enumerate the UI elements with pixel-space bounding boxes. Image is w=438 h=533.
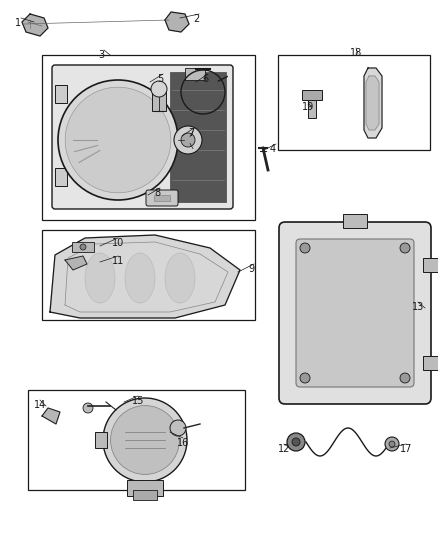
Bar: [42, 55, 255, 220]
Polygon shape: [165, 12, 189, 32]
Circle shape: [287, 433, 305, 451]
Ellipse shape: [85, 253, 115, 303]
Bar: [423, 356, 438, 370]
Polygon shape: [42, 408, 60, 424]
Text: 16: 16: [177, 438, 189, 448]
Text: 19: 19: [302, 102, 314, 112]
Text: 2: 2: [193, 14, 199, 24]
Text: 15: 15: [132, 396, 145, 406]
FancyBboxPatch shape: [296, 239, 414, 387]
Bar: [28, 390, 245, 490]
Text: 14: 14: [34, 400, 46, 410]
Ellipse shape: [125, 253, 155, 303]
Circle shape: [170, 420, 186, 436]
Polygon shape: [50, 235, 240, 318]
Circle shape: [65, 87, 171, 193]
Bar: [127, 480, 163, 496]
Polygon shape: [364, 68, 382, 138]
Bar: [278, 55, 430, 150]
FancyBboxPatch shape: [146, 190, 178, 206]
Text: 10: 10: [112, 238, 124, 248]
Bar: [185, 68, 205, 80]
Bar: [152, 91, 166, 111]
Bar: [302, 90, 322, 100]
Bar: [95, 432, 107, 448]
Text: 5: 5: [157, 74, 163, 84]
Bar: [55, 85, 67, 103]
Bar: [308, 90, 316, 118]
Bar: [170, 72, 226, 202]
Circle shape: [400, 373, 410, 383]
FancyBboxPatch shape: [52, 65, 233, 209]
Text: 18: 18: [350, 48, 362, 58]
Text: 8: 8: [154, 188, 160, 198]
Circle shape: [103, 398, 187, 482]
Bar: [72, 242, 94, 252]
Circle shape: [151, 81, 167, 97]
Text: 17: 17: [400, 444, 412, 454]
Text: 9: 9: [248, 264, 254, 274]
Ellipse shape: [165, 253, 195, 303]
Bar: [423, 258, 438, 272]
Text: 4: 4: [270, 144, 276, 154]
Text: 12: 12: [278, 444, 290, 454]
Text: 11: 11: [112, 256, 124, 266]
Text: 1: 1: [15, 18, 21, 28]
Circle shape: [80, 244, 86, 250]
Circle shape: [385, 437, 399, 451]
Text: 13: 13: [412, 302, 424, 312]
Text: 3: 3: [98, 50, 104, 60]
Circle shape: [292, 438, 300, 446]
Polygon shape: [65, 256, 87, 270]
Circle shape: [174, 126, 202, 154]
Text: 7: 7: [188, 128, 194, 138]
Polygon shape: [22, 14, 48, 36]
FancyBboxPatch shape: [279, 222, 431, 404]
Circle shape: [300, 243, 310, 253]
Circle shape: [300, 373, 310, 383]
Circle shape: [181, 133, 195, 147]
Circle shape: [389, 441, 395, 447]
Text: 6: 6: [202, 74, 208, 84]
Bar: [343, 214, 367, 228]
Bar: [154, 195, 170, 201]
Bar: [55, 168, 67, 186]
Bar: [133, 490, 157, 500]
Circle shape: [400, 243, 410, 253]
Bar: [42, 230, 255, 320]
Circle shape: [110, 406, 180, 474]
Polygon shape: [366, 76, 379, 130]
Circle shape: [83, 403, 93, 413]
Circle shape: [58, 80, 178, 200]
